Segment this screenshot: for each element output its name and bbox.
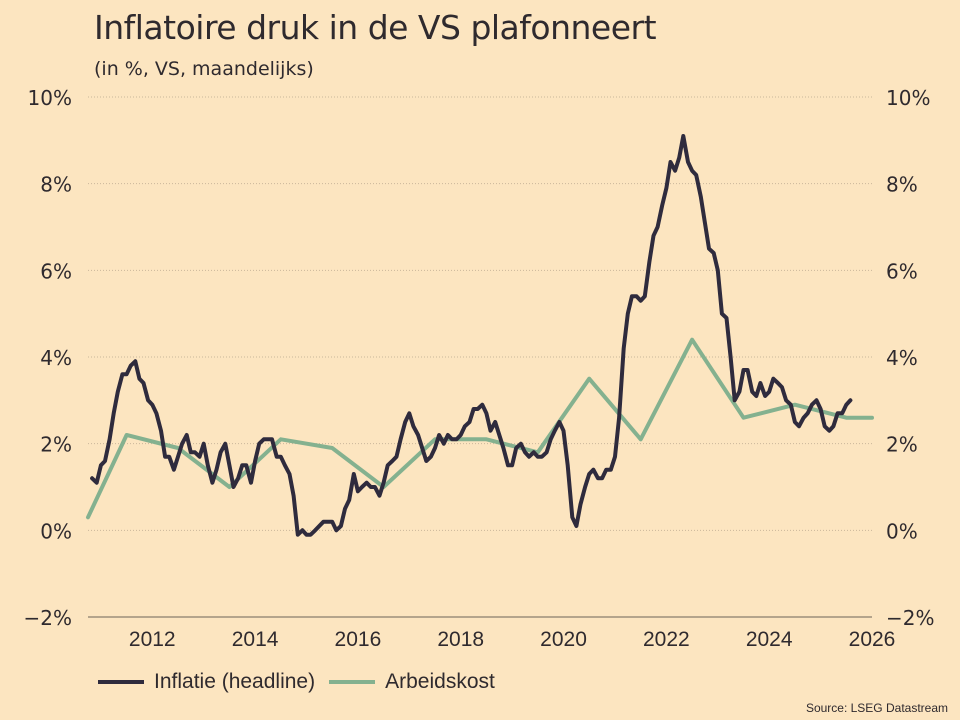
x-tick-label: 2018	[437, 628, 484, 651]
y-tick-label-left: 6%	[40, 259, 72, 283]
x-tick-label: 2024	[746, 628, 793, 651]
y-axis-right: −2% 0% 2% 4% 6% 8% 10%	[886, 86, 935, 630]
x-tick-label: 2016	[335, 628, 382, 651]
legend-swatch-inflation	[98, 680, 144, 684]
series-line-inflation	[90, 134, 853, 537]
y-tick-label-right: 6%	[886, 259, 918, 283]
chart-title: Inflatoire druk in de VS plafonneert	[94, 8, 657, 47]
y-tick-label-left: 4%	[40, 346, 72, 370]
y-tick-label-right: 4%	[886, 346, 918, 370]
y-tick-label-left: 10%	[28, 86, 72, 110]
source-note: Source: LSEG Datastream	[805, 701, 948, 715]
y-tick-label-left: 2%	[40, 433, 72, 457]
chart-subtitle: (in %, VS, maandelijks)	[94, 58, 314, 80]
y-tick-label-right: −2%	[886, 606, 935, 630]
series-line-labor-cost	[86, 337, 874, 520]
series-lines	[86, 134, 874, 537]
x-tick-label: 2012	[129, 628, 176, 651]
y-tick-label-right: 10%	[886, 86, 930, 110]
x-tick-label: 2022	[643, 628, 690, 651]
legend-item-inflation: Inflatie (headline)	[98, 670, 315, 694]
x-axis: 2012 2014 2016 2018 2020 2022 2024 2026	[129, 628, 895, 651]
y-tick-label-right: 0%	[886, 519, 918, 543]
legend-label-labor: Arbeidskost	[385, 670, 495, 693]
x-tick-label: 2020	[540, 628, 587, 651]
y-tick-label-right: 8%	[886, 173, 918, 197]
y-tick-label-left: 8%	[40, 173, 72, 197]
legend: Inflatie (headline) Arbeidskost	[98, 670, 509, 694]
x-tick-label: 2014	[232, 628, 279, 651]
legend-label-inflation: Inflatie (headline)	[154, 670, 316, 693]
y-tick-label-right: 2%	[886, 433, 918, 457]
gridlines	[88, 96, 872, 618]
x-tick-label: 2026	[849, 628, 896, 651]
y-tick-label-left: −2%	[24, 606, 73, 630]
y-axis-left: −2% 0% 2% 4% 6% 8% 10%	[24, 86, 73, 630]
y-tick-label-left: 0%	[40, 519, 72, 543]
legend-item-labor: Arbeidskost	[329, 670, 495, 694]
legend-swatch-labor	[329, 680, 376, 684]
